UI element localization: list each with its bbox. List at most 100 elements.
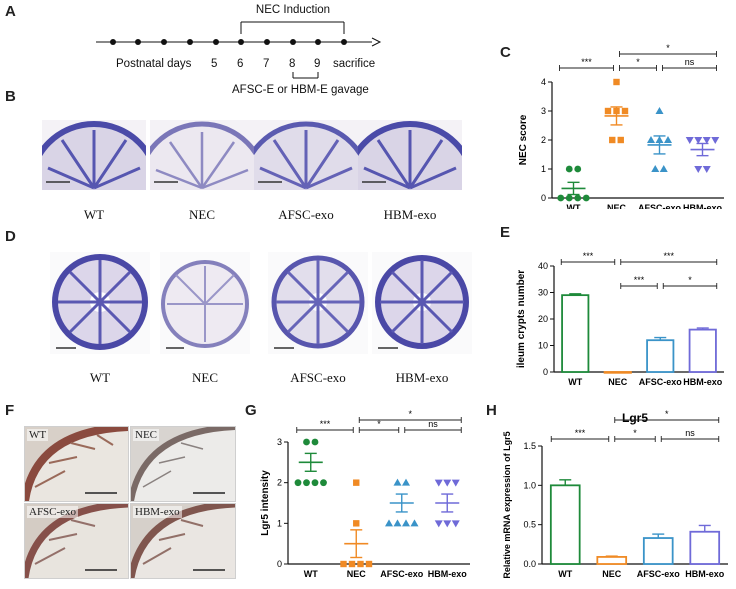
panel-letter-d: D — [5, 228, 16, 245]
micrograph-f-nec: NEC — [130, 426, 236, 502]
y-tick-label: 3 — [277, 437, 282, 447]
micrograph-f-nec-image — [131, 427, 235, 501]
y-axis-label: NEC score — [518, 114, 529, 165]
significance-label: ns — [428, 419, 438, 429]
data-point — [303, 479, 310, 487]
data-point — [557, 194, 565, 202]
micrograph-f-hbm: HBM-exo — [130, 503, 236, 579]
data-point — [694, 166, 703, 173]
panel-letter-g: G — [245, 402, 257, 419]
bar — [642, 537, 674, 565]
significance-label: *** — [581, 57, 592, 67]
data-point — [353, 520, 360, 527]
y-tick-label: 30 — [538, 288, 548, 298]
y-tick-label: 0.5 — [523, 520, 536, 530]
data-point — [582, 194, 590, 202]
micrograph-d-nec-image — [161, 260, 249, 349]
x-tick-label: WT — [567, 203, 581, 209]
data-point — [574, 165, 582, 173]
data-point — [604, 107, 612, 115]
y-tick-label: 2 — [541, 135, 546, 145]
x-tick-label: NEC — [602, 569, 622, 579]
postnatal-days-label: Postnatal days — [116, 58, 192, 70]
x-tick-label: HBM-exo — [428, 569, 468, 579]
data-point — [651, 165, 660, 172]
data-point — [385, 519, 393, 527]
day-label: 7 — [263, 58, 270, 70]
day-label: 5 — [211, 58, 218, 70]
y-tick-label: 1 — [277, 518, 282, 528]
y-tick-label: 3 — [541, 106, 546, 116]
data-point — [393, 478, 402, 486]
bar — [689, 530, 721, 565]
data-point — [694, 137, 703, 144]
y-axis-label: Lgr5 intensity — [260, 470, 271, 536]
data-point — [410, 519, 419, 527]
significance-label: ns — [685, 428, 695, 438]
data-point — [711, 137, 720, 144]
micrograph-d-nec — [160, 252, 250, 354]
significance-label: *** — [320, 419, 331, 429]
caption-b-nec: NEC — [189, 207, 215, 222]
caption-d-nec: NEC — [192, 370, 218, 385]
x-tick-label: WT — [558, 569, 572, 579]
chart-h-lgr5-mrna: Lgr5 0.0 0.5 1.0 1.5 Relative mRNA expression… — [502, 410, 728, 579]
y-tick-label: 20 — [538, 314, 548, 324]
x-tick-label: AFSC-exo — [638, 203, 682, 209]
micrograph-f-afsc-image — [25, 504, 128, 578]
data-point — [565, 165, 573, 173]
data-point — [621, 107, 629, 115]
micrograph-d-afsc-image — [271, 255, 365, 349]
data-point — [647, 136, 655, 143]
micrograph-d-hbm-image — [375, 255, 469, 349]
panel-letter-f: F — [5, 402, 15, 419]
data-point — [451, 520, 460, 528]
micrograph-b-nec-image — [150, 121, 254, 190]
caption-b-hbm: HBM-exo — [383, 207, 437, 222]
significance-label: * — [408, 410, 412, 419]
x-tick-label: HBM-exo — [683, 203, 723, 209]
arrow-head-icon — [371, 37, 382, 47]
data-point — [655, 107, 664, 114]
data-point — [348, 560, 356, 568]
day-label: sacrifice — [333, 58, 376, 70]
y-tick-label: 4 — [541, 77, 546, 87]
significance-label: ns — [685, 57, 695, 67]
y-tick-label: 2 — [277, 478, 282, 488]
caption-b-wt: WT — [83, 207, 105, 222]
micrograph-d-wt — [50, 252, 150, 354]
x-tick-label: NEC — [608, 377, 628, 387]
x-tick-label: HBM-exo — [683, 377, 723, 387]
bar — [603, 371, 632, 374]
y-axis-label: ileum crypts number — [516, 270, 527, 368]
data-point — [609, 136, 616, 144]
micrograph-f-hbm-image — [131, 504, 235, 578]
micrograph-b-wt — [42, 120, 146, 190]
chart-title: Lgr5 — [622, 411, 648, 425]
data-point — [311, 438, 319, 446]
label-f-nec: NEC — [133, 429, 159, 441]
data-point — [434, 520, 443, 528]
y-tick-label: 10 — [538, 341, 548, 351]
bar — [561, 294, 590, 373]
micrograph-b-hbm-image — [358, 121, 462, 190]
data-point — [340, 560, 347, 568]
data-point — [393, 519, 402, 527]
y-tick-label: 0.0 — [523, 559, 536, 569]
induction-bracket — [240, 21, 345, 34]
bar — [646, 339, 675, 373]
significance-label: *** — [663, 251, 674, 261]
data-point — [402, 519, 410, 527]
data-point — [320, 479, 327, 487]
data-point — [702, 166, 711, 173]
label-f-afsc: AFSC-exo — [27, 506, 79, 518]
micrograph-b-afsc-image — [254, 121, 358, 190]
bar — [596, 556, 628, 565]
label-f-hbm: HBM-exo — [133, 506, 182, 518]
data-point — [659, 165, 668, 172]
caption-d-wt: WT — [89, 370, 111, 385]
data-point — [303, 438, 310, 446]
significance-label: * — [377, 419, 381, 429]
data-point — [565, 194, 573, 202]
